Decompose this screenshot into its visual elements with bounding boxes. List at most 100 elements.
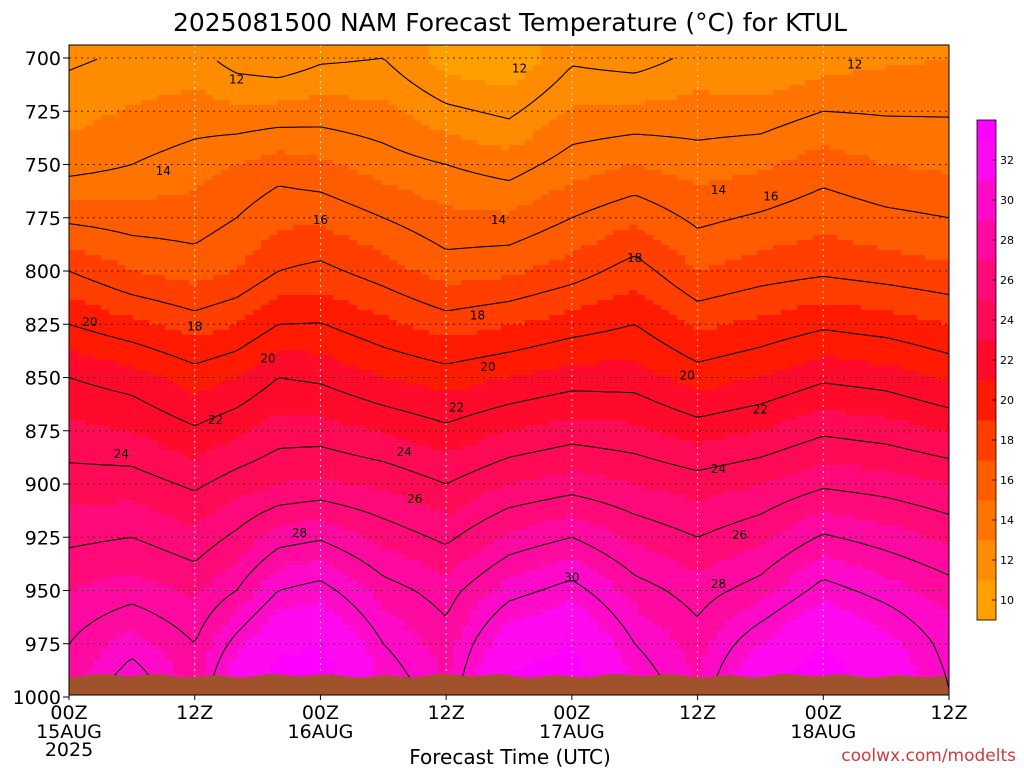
temperature-cell (101, 430, 110, 436)
temperature-cell (141, 300, 150, 306)
temperature-cell (261, 550, 270, 556)
temperature-cell (349, 430, 358, 436)
temperature-cell (93, 315, 102, 321)
temperature-cell (245, 625, 254, 631)
temperature-cell (77, 350, 86, 356)
temperature-cell (317, 220, 326, 226)
temperature-cell (165, 140, 174, 146)
temperature-cell (85, 50, 94, 56)
temperature-cell (301, 415, 310, 421)
temperature-cell (373, 320, 382, 326)
temperature-cell (325, 605, 334, 611)
temperature-cell (221, 230, 230, 236)
temperature-cell (157, 660, 166, 666)
temperature-cell (325, 300, 334, 306)
temperature-cell (69, 555, 78, 561)
temperature-cell (277, 90, 286, 96)
temperature-cell (125, 350, 134, 356)
temperature-cell (165, 285, 174, 291)
temperature-cell (301, 245, 310, 251)
temperature-cell (349, 450, 358, 456)
temperature-cell (285, 665, 294, 671)
temperature-cell (261, 375, 270, 381)
temperature-cell (245, 65, 254, 71)
temperature-cell (349, 185, 358, 191)
temperature-cell (149, 170, 158, 176)
temperature-cell (181, 70, 190, 76)
temperature-cell (149, 435, 158, 441)
temperature-cell (69, 575, 78, 581)
temperature-cell (133, 175, 142, 181)
temperature-cell (245, 520, 254, 526)
temperature-cell (333, 350, 342, 356)
temperature-cell (301, 100, 310, 106)
temperature-cell (317, 450, 326, 456)
temperature-cell (165, 50, 174, 56)
temperature-cell (101, 415, 110, 421)
temperature-cell (133, 80, 142, 86)
temperature-cell (189, 80, 198, 86)
temperature-cell (301, 350, 310, 356)
temperature-cell (341, 255, 350, 261)
temperature-cell (341, 220, 350, 226)
temperature-cell (317, 45, 326, 51)
temperature-cell (269, 170, 278, 176)
temperature-cell (229, 75, 238, 81)
temperature-cell (197, 140, 206, 146)
temperature-cell (93, 560, 102, 566)
temperature-cell (109, 385, 118, 391)
temperature-cell (293, 535, 302, 541)
temperature-cell (293, 510, 302, 516)
temperature-cell (245, 515, 254, 521)
temperature-cell (157, 55, 166, 61)
temperature-cell (341, 650, 350, 656)
temperature-cell (197, 335, 206, 341)
temperature-cell (173, 430, 182, 436)
temperature-cell (277, 150, 286, 156)
temperature-cell (349, 490, 358, 496)
temperature-cell (237, 80, 246, 86)
temperature-cell (93, 530, 102, 536)
temperature-cell (365, 225, 374, 231)
temperature-cell (133, 360, 142, 366)
temperature-cell (365, 410, 374, 416)
temperature-cell (117, 245, 126, 251)
temperature-cell (309, 535, 318, 541)
temperature-cell (333, 85, 342, 91)
temperature-cell (133, 90, 142, 96)
temperature-cell (317, 140, 326, 146)
temperature-cell (293, 355, 302, 361)
temperature-cell (117, 115, 126, 121)
temperature-cell (357, 155, 366, 161)
temperature-cell (77, 435, 86, 441)
temperature-cell (237, 225, 246, 231)
temperature-cell (365, 435, 374, 441)
temperature-cell (165, 660, 174, 666)
temperature-cell (165, 380, 174, 386)
temperature-cell (213, 100, 222, 106)
temperature-cell (309, 260, 318, 266)
temperature-cell (141, 220, 150, 226)
temperature-cell (101, 450, 110, 456)
temperature-cell (213, 265, 222, 271)
temperature-cell (109, 500, 118, 506)
temperature-cell (149, 260, 158, 266)
temperature-cell (197, 45, 206, 51)
temperature-cell (229, 485, 238, 491)
temperature-cell (333, 575, 342, 581)
temperature-cell (125, 665, 134, 671)
temperature-cell (213, 525, 222, 531)
temperature-cell (165, 515, 174, 521)
temperature-cell (365, 155, 374, 161)
temperature-cell (205, 320, 214, 326)
temperature-cell (285, 205, 294, 211)
temperature-cell (277, 390, 286, 396)
temperature-cell (141, 335, 150, 341)
temperature-cell (197, 175, 206, 181)
temperature-cell (101, 345, 110, 351)
temperature-cell (101, 665, 110, 671)
temperature-cell (157, 85, 166, 91)
temperature-cell (261, 280, 270, 286)
temperature-cell (173, 635, 182, 641)
temperature-cell (133, 315, 142, 321)
